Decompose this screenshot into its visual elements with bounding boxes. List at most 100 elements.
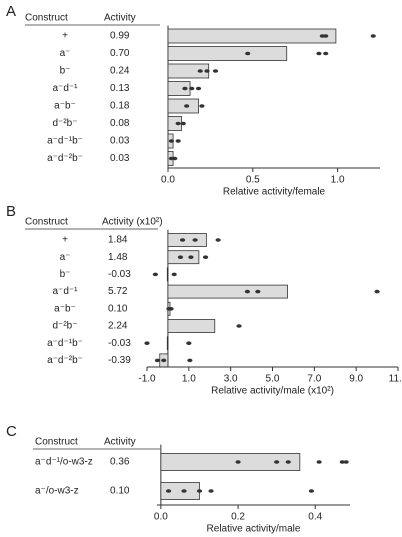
data-point [179,238,186,242]
value-label: 0.70 [110,48,130,59]
data-point [236,324,242,328]
bar [166,267,169,282]
data-point [208,489,214,493]
value-label: 2.24 [108,321,128,332]
data-point [172,156,178,161]
value-header: Activity [104,13,136,24]
value-label: -0.39 [108,355,131,366]
bar [167,284,288,299]
data-point [165,489,172,493]
bar [167,319,216,333]
data-point [188,255,194,259]
category-header: Construct [35,437,78,448]
x-tick-label: 0.0 [161,175,175,186]
data-point [186,341,192,346]
data-point [182,86,188,91]
value-label: 0.13 [110,83,130,94]
data-point [212,69,219,73]
data-point [152,272,158,277]
data-point [235,460,241,464]
bar [167,233,207,247]
bar [167,250,200,265]
data-point [189,86,195,91]
data-point [370,34,376,38]
category-label: a⁻d⁻²b⁻ [47,153,83,164]
data-point [177,255,184,259]
value-header: Activity [104,437,136,448]
x-tick-label: 1.0 [331,175,345,186]
x-tick-label: 7.0 [307,374,321,385]
category-label: a⁻d⁻²b⁻ [47,355,83,366]
value-label: 0.03 [110,136,130,147]
category-label: + [62,235,68,246]
data-point [202,255,209,259]
value-label: -0.03 [108,269,131,280]
value-header: Activity (x10²) [102,217,163,228]
value-label: 0.03 [110,153,130,164]
category-label: a⁻b⁻ [54,303,76,314]
data-point [244,289,250,294]
data-point [175,139,181,143]
data-point [323,51,329,56]
data-point [316,51,322,56]
value-label: 0.24 [110,66,130,77]
data-point [175,121,181,126]
x-tick-label: 5.0 [266,374,280,385]
data-point [316,460,322,464]
x-tick-label: 0.5 [246,175,260,186]
category-label: a⁻d⁻¹b⁻ [47,338,83,349]
data-point [168,307,174,311]
data-point [204,69,210,73]
x-tick-label: 0.0 [154,512,168,523]
data-point [144,341,150,346]
value-label: 1.84 [108,235,128,246]
data-point [199,104,205,108]
data-point [285,460,291,464]
data-point [196,489,203,493]
data-point [374,289,380,294]
data-point [171,272,177,277]
data-point [339,460,345,464]
category-label: b⁻ [60,269,71,280]
data-point [245,51,251,56]
x-tick-label: 9.0 [349,374,363,385]
category-label: a⁻b⁻ [54,101,76,112]
x-tick-label: -1.0 [138,374,156,385]
category-label: a⁻d⁻¹b⁻ [47,136,83,147]
category-label: a⁻/o-w3-z [35,486,79,497]
x-axis-label: Relative activity/male [207,524,301,535]
data-point [187,358,193,363]
x-tick-label: 1.0 [182,374,196,385]
data-point [195,86,202,91]
category-label: a⁻ [60,48,71,59]
value-label: -0.03 [108,338,131,349]
category-header: Construct [25,13,68,24]
panel-label: B [6,203,16,220]
bar [166,336,169,351]
value-label: 0.99 [110,31,130,42]
data-point [197,69,203,73]
x-tick-label: 11.0 [389,374,402,385]
value-label: 0.10 [108,303,128,314]
data-point [255,289,261,294]
value-label: 5.72 [108,286,128,297]
category-label: + [62,31,68,42]
category-label: d⁻²b⁻ [52,321,77,332]
data-point [180,121,186,126]
x-tick-label: 0.2 [231,512,245,523]
bar [160,453,301,471]
data-point [168,139,174,143]
category-label: a⁻d⁻¹/o-w3-z [35,457,93,468]
category-label: b⁻ [60,66,71,77]
category-label: a⁻ [60,252,71,263]
value-label: 0.10 [110,486,130,497]
x-axis-label: Relative activity/male (x10²) [211,386,334,397]
data-point [184,104,190,108]
data-point [154,358,161,363]
data-point [215,238,221,242]
data-point [192,238,198,242]
value-label: 1.48 [108,252,128,263]
data-point [343,460,349,464]
bar [167,98,199,114]
